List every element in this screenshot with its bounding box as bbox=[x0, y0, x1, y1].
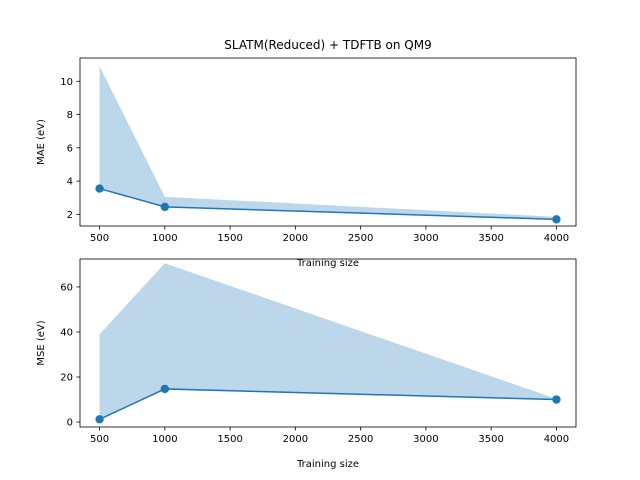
axes-frame bbox=[79, 258, 577, 428]
y-tick-label: 60 bbox=[60, 282, 73, 293]
y-axis-label: MAE (eV) bbox=[36, 119, 47, 165]
chart-title: SLATM(Reduced) + TDFTB on QM9 bbox=[224, 38, 431, 52]
x-tick-label: 1500 bbox=[217, 233, 242, 244]
y-tick-label: 40 bbox=[60, 327, 73, 338]
data-point bbox=[95, 184, 104, 193]
y-tick-label: 6 bbox=[67, 143, 73, 154]
x-tick-label: 3500 bbox=[478, 233, 503, 244]
x-tick-label: 2500 bbox=[348, 434, 373, 445]
x-tick-label: 3500 bbox=[478, 434, 503, 445]
x-tick-label: 4000 bbox=[544, 434, 569, 445]
x-tick-label: 3000 bbox=[413, 434, 438, 445]
data-point bbox=[160, 202, 170, 212]
x-axis-label: Training size bbox=[296, 459, 359, 470]
axes-frame bbox=[79, 57, 577, 227]
x-tick-label: 500 bbox=[90, 233, 109, 244]
x-tick-label: 4000 bbox=[544, 233, 569, 244]
data-point bbox=[160, 384, 170, 394]
x-tick-label: 2500 bbox=[348, 233, 373, 244]
x-tick-label: 2000 bbox=[283, 233, 308, 244]
x-tick-label: 500 bbox=[90, 434, 109, 445]
x-axis-label: Training size bbox=[296, 258, 359, 269]
data-point bbox=[95, 415, 104, 424]
mae-panel: 500 1000 1500 2000 2500 3000 3500 4000 2 4 6 8 10 Tra… bbox=[36, 38, 577, 269]
y-tick-label: 8 bbox=[67, 110, 73, 121]
y-tick-label: 2 bbox=[67, 210, 73, 221]
x-tick-label: 1500 bbox=[217, 434, 242, 445]
y-tick-label: 20 bbox=[60, 373, 73, 384]
y-tick-label: 10 bbox=[60, 77, 73, 88]
y-tick-label: 0 bbox=[67, 418, 73, 429]
y-axis-label: MSE (eV) bbox=[36, 320, 47, 365]
mse-panel: 500 1000 1500 2000 2500 3000 3500 4000 0 20 40 60 Tr… bbox=[36, 258, 577, 470]
x-tick-label: 2000 bbox=[283, 434, 308, 445]
y-tick-label: 4 bbox=[67, 177, 73, 188]
data-point bbox=[552, 395, 561, 404]
x-tick-label: 1000 bbox=[152, 434, 177, 445]
x-tick-label: 3000 bbox=[413, 233, 438, 244]
confidence-band-0 bbox=[99, 66, 557, 220]
x-tick-label: 1000 bbox=[152, 233, 177, 244]
data-point bbox=[552, 215, 561, 224]
confidence-band-0 bbox=[99, 263, 557, 420]
